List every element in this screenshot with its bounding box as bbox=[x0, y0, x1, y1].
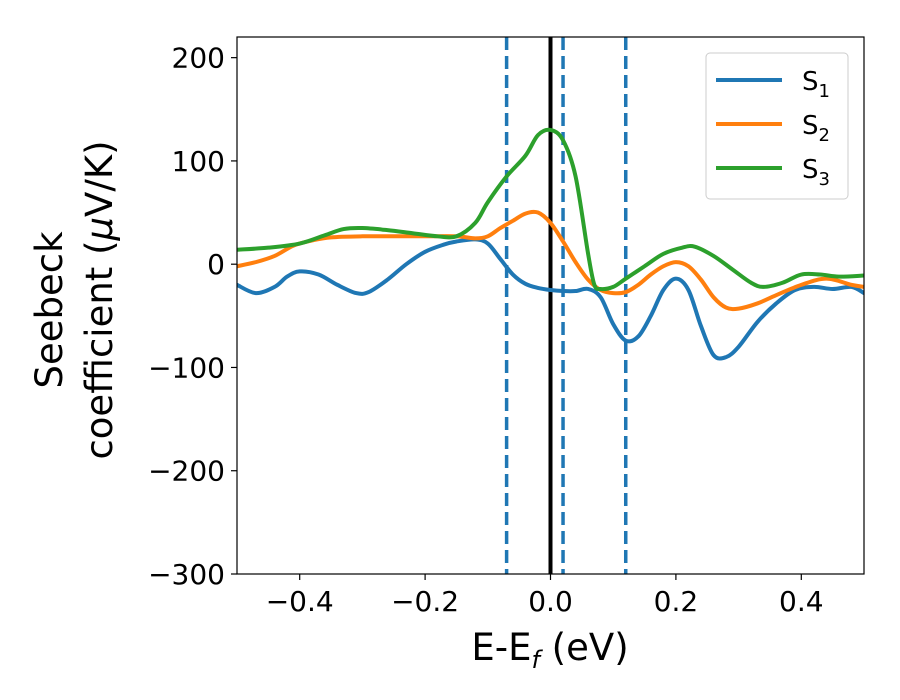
y-axis-label-line1: Seebeck bbox=[28, 231, 71, 389]
x-tick-label: 0.4 bbox=[779, 585, 824, 618]
legend-label-s1: S1 bbox=[802, 67, 830, 102]
x-axis-ticks: −0.4 −0.2 0.0 0.2 0.4 bbox=[266, 574, 824, 618]
y-axis-label-line2: coefficient (μV/K) bbox=[78, 140, 121, 459]
y-tick-label: −100 bbox=[148, 351, 225, 384]
y-tick-label: −300 bbox=[148, 558, 225, 591]
series-lines bbox=[237, 127, 864, 361]
legend: S1 S2 S3 bbox=[705, 52, 849, 200]
vertical-lines bbox=[504, 37, 628, 574]
y-tick-label: 200 bbox=[172, 42, 225, 75]
x-tick-label: −0.4 bbox=[266, 585, 334, 618]
y-tick-label: 0 bbox=[207, 248, 225, 281]
series-line-s1 bbox=[237, 237, 864, 361]
x-tick-label: −0.2 bbox=[391, 585, 459, 618]
y-tick-label: 100 bbox=[172, 145, 225, 178]
series-line-s2 bbox=[237, 209, 864, 312]
legend-label-s2: S2 bbox=[802, 111, 830, 146]
x-axis-label: E-Ef (eV) bbox=[471, 626, 628, 674]
y-axis-ticks: −300 −200 −100 0 100 200 bbox=[148, 42, 237, 591]
series-line-s3 bbox=[237, 127, 864, 292]
x-tick-label: 0.2 bbox=[654, 585, 699, 618]
x-tick-label: 0.0 bbox=[528, 585, 573, 618]
y-tick-label: −200 bbox=[148, 455, 225, 488]
y-axis-label: Seebeck coefficient (μV/K) bbox=[28, 140, 121, 459]
legend-label-s3: S3 bbox=[802, 155, 830, 190]
